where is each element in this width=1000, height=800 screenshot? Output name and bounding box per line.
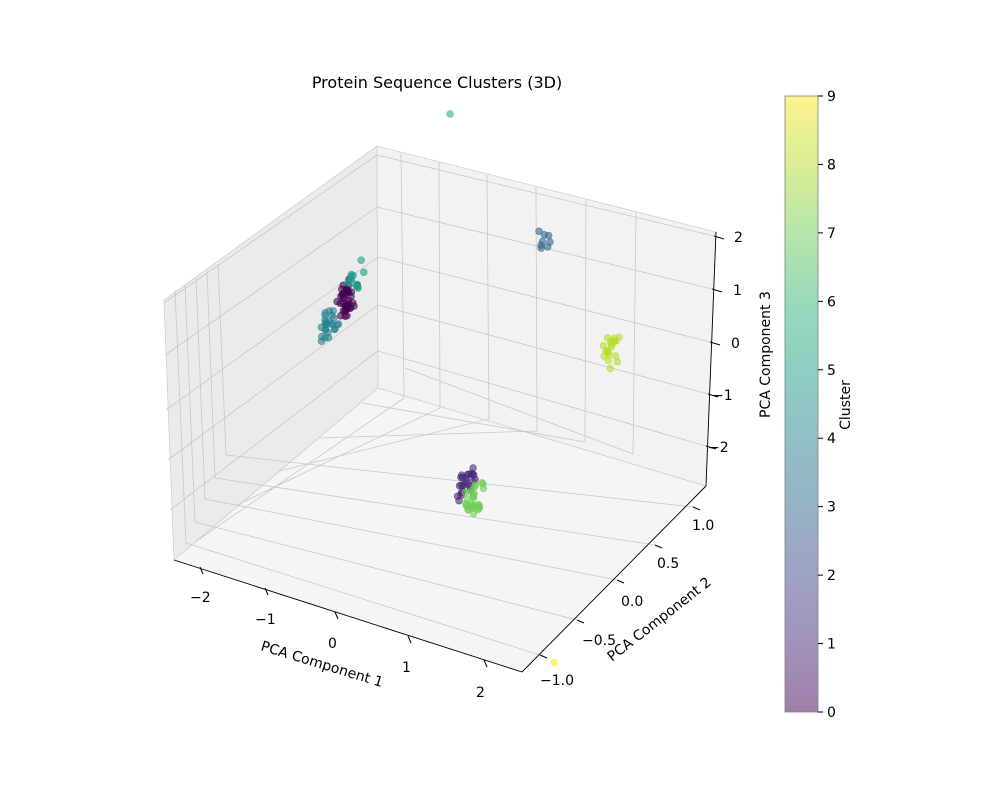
colorbar-tick-label: 8 — [827, 157, 836, 173]
data-point — [457, 481, 466, 489]
x-tick-label: 2 — [476, 685, 485, 701]
z-ticks: −2 −1 0 1 2 — [705, 230, 743, 456]
colorbar-label: Cluster — [838, 380, 854, 430]
data-point — [469, 510, 478, 518]
gridlines — [163, 152, 715, 656]
x-tick-label: 1 — [402, 660, 411, 676]
y-tick-label: 1.0 — [692, 518, 714, 534]
data-point — [321, 326, 330, 334]
data-point — [475, 503, 483, 511]
colorbar-tick-label: 3 — [827, 500, 836, 516]
colorbar-tick-label: 5 — [827, 363, 836, 379]
colorbar-gradient — [784, 95, 819, 713]
y-tick-label: 0.0 — [621, 594, 643, 610]
z-tick-label: −1 — [712, 388, 733, 404]
data-point — [613, 358, 622, 366]
data-point — [347, 270, 356, 279]
colorbar: 0 1 2 3 4 5 6 7 8 9 Cluster — [784, 89, 854, 721]
data-point — [321, 309, 329, 317]
y-ticks: −1.0 −0.5 0.0 0.5 1.0 — [539, 506, 714, 689]
x-axis-line — [173, 559, 523, 673]
z-axis-label: PCA Component 3 — [758, 291, 774, 418]
data-point — [338, 290, 346, 299]
data-point — [341, 312, 349, 320]
data-point — [606, 364, 615, 373]
colorbar-tick-label: 2 — [827, 568, 836, 584]
x-tick-label: −2 — [190, 590, 211, 606]
x-tick-label: −1 — [255, 612, 276, 628]
z-axis-line — [705, 231, 717, 487]
colorbar-tick-label: 9 — [827, 89, 836, 105]
data-point — [603, 334, 612, 342]
data-point — [446, 110, 454, 118]
x-ticks: −2 −1 0 1 2 — [190, 566, 488, 701]
x-tick-label: 0 — [328, 636, 337, 652]
data-point — [604, 356, 612, 365]
data-point — [469, 491, 478, 499]
data-point — [479, 480, 487, 488]
data-point — [318, 332, 326, 341]
data-point — [544, 231, 553, 240]
data-point — [458, 471, 466, 479]
data-point — [349, 279, 357, 287]
data-point — [543, 243, 552, 251]
data-point — [360, 268, 368, 276]
data-point — [550, 658, 558, 667]
colorbar-tick-label: 4 — [827, 431, 836, 447]
data-point — [350, 302, 358, 310]
y-tick-label: 0.5 — [657, 556, 679, 572]
colorbar-tick-label: 7 — [827, 226, 836, 242]
data-point — [610, 337, 619, 345]
data-point — [537, 244, 545, 252]
y-axis-label: PCA Component 2 — [605, 574, 715, 665]
y-tick-label: −1.0 — [540, 673, 574, 689]
y-axis-line — [521, 485, 707, 673]
data-point — [462, 500, 470, 508]
colorbar-ticks: 0 1 2 3 4 5 6 7 8 9 — [818, 89, 836, 721]
data-point — [324, 333, 333, 342]
y-tick-label: −0.5 — [582, 633, 616, 649]
data-point — [602, 346, 610, 355]
z-tick-label: 2 — [734, 230, 743, 246]
data-point — [535, 227, 543, 235]
axes-panes — [163, 145, 717, 673]
data-point — [468, 469, 476, 478]
data-point — [538, 237, 547, 246]
z-tick-label: 1 — [733, 283, 742, 299]
data-point — [328, 320, 336, 328]
z-tick-label: −2 — [708, 440, 729, 456]
data-point — [343, 286, 351, 294]
chart-title: Protein Sequence Clusters (3D) — [312, 73, 562, 92]
x-axis-label: PCA Component 1 — [259, 639, 385, 691]
colorbar-tick-label: 6 — [827, 294, 836, 310]
data-point — [357, 256, 365, 264]
z-tick-label: 0 — [731, 336, 740, 352]
axis-lines — [173, 231, 717, 673]
data-point — [333, 297, 341, 306]
colorbar-tick-label: 0 — [827, 705, 836, 721]
data-point — [453, 492, 462, 500]
colorbar-tick-label: 1 — [827, 637, 836, 653]
scatter-points — [317, 110, 623, 667]
